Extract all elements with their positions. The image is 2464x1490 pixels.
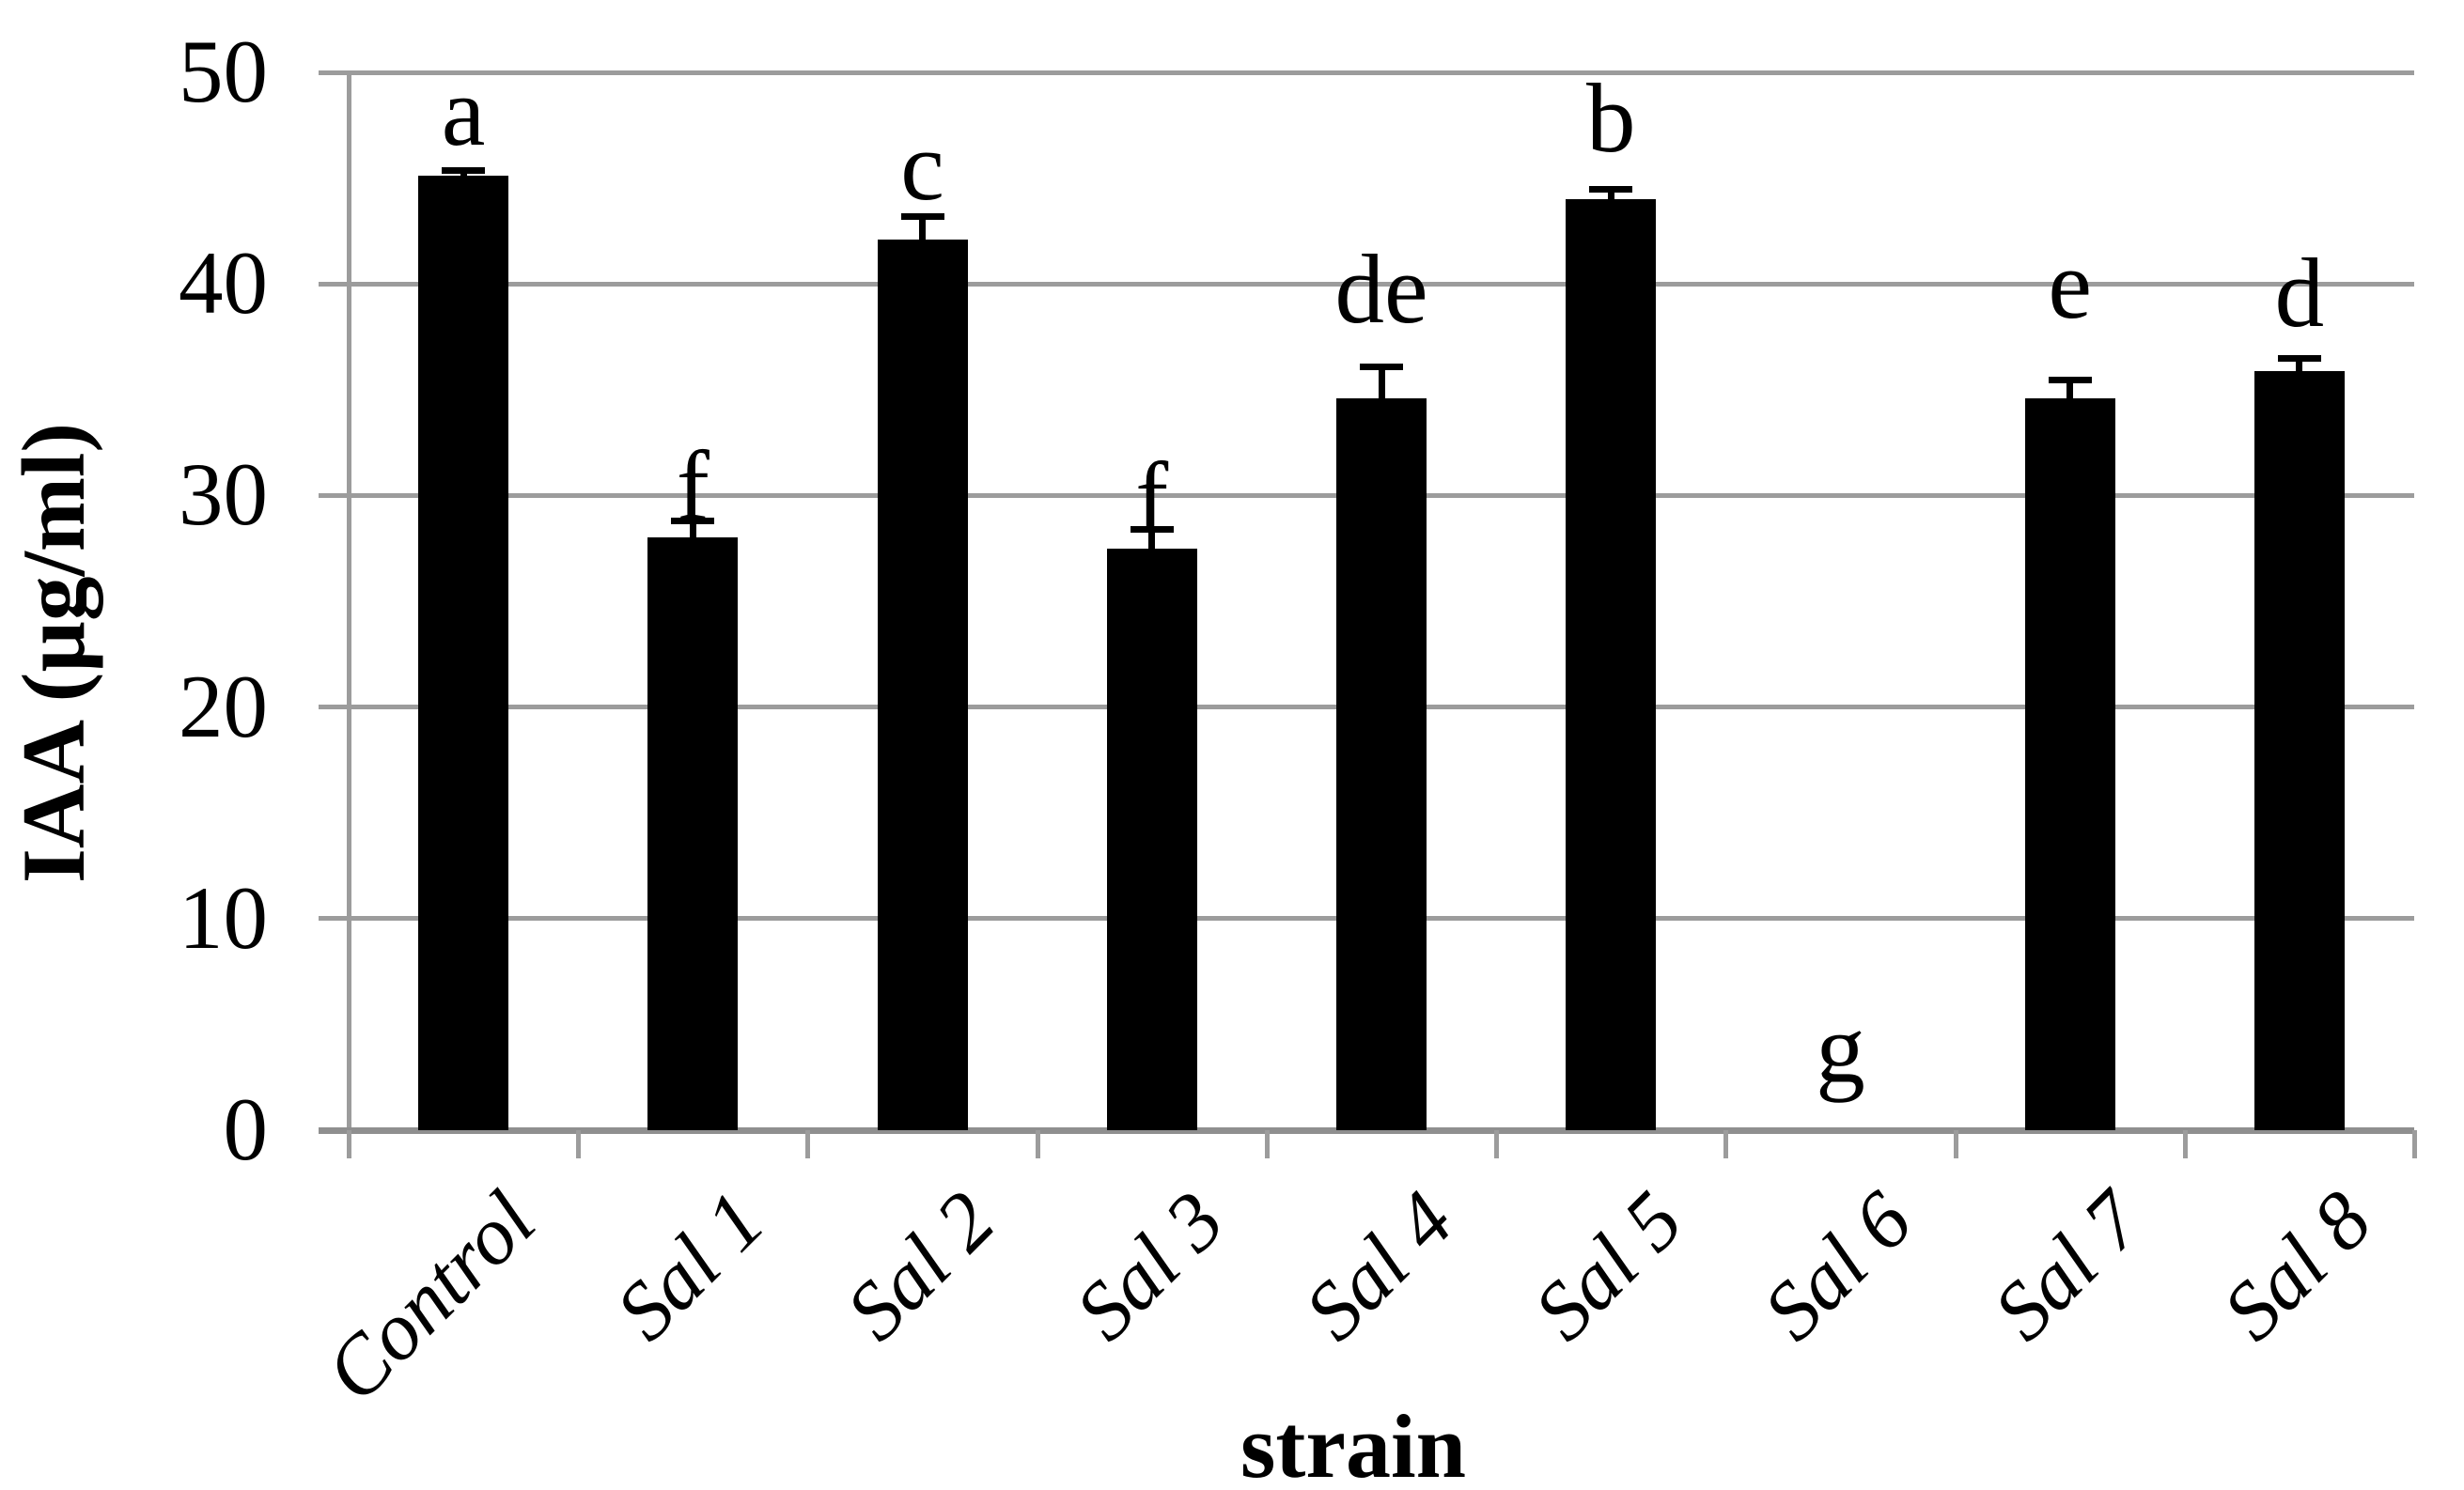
x-tick-9: [2412, 1130, 2417, 1158]
y-tick-label-30: 30: [179, 444, 268, 545]
bar-sal-7: [2024, 397, 2115, 1130]
x-tick-8: [2182, 1130, 2188, 1158]
bar-sal-1: [647, 537, 739, 1130]
y-tick-label-40: 40: [179, 233, 268, 334]
error-bar-stem-3: [919, 216, 927, 251]
y-tick-30: [319, 492, 349, 498]
x-axis-line: [319, 1127, 2414, 1134]
error-bar-stem-8: [2066, 379, 2074, 410]
bar-sal-3: [1106, 548, 1197, 1130]
x-tick-0: [347, 1130, 351, 1158]
x-tick-4: [1264, 1130, 1270, 1158]
significance-letter-f: f: [676, 430, 710, 541]
y-tick-50: [319, 70, 349, 75]
bar-sal-4: [1336, 397, 1427, 1130]
x-tick-7: [1953, 1130, 1958, 1158]
error-bar-stem-4: [1148, 529, 1156, 560]
error-bar-cap-4: [1130, 526, 1174, 534]
x-tick-5: [1494, 1130, 1500, 1158]
significance-letter-d: d: [2274, 238, 2325, 349]
bar-sal-5: [1566, 199, 1657, 1130]
significance-letter-b: b: [1585, 62, 1636, 173]
x-tick-6: [1723, 1130, 1729, 1158]
significance-letter-f: f: [1135, 441, 1169, 551]
y-tick-10: [319, 916, 349, 922]
error-bar-cap-3: [900, 213, 944, 221]
error-bar-cap-8: [2048, 376, 2092, 383]
error-bar-cap-6: [1589, 185, 1633, 193]
gridline-y-50: [349, 70, 2414, 75]
y-tick-20: [319, 705, 349, 710]
bar-sal-8: [2253, 370, 2345, 1130]
y-tick-label-10: 10: [179, 867, 268, 968]
x-axis-title: strain: [1240, 1396, 1466, 1490]
error-bar-cap-9: [2277, 355, 2321, 363]
significance-letter-c: c: [900, 111, 944, 222]
error-bar-stem-2: [689, 520, 696, 550]
y-tick-label-0: 0: [223, 1079, 269, 1179]
error-bar-cap-5: [1360, 364, 1403, 371]
bar-sal-2: [877, 239, 968, 1130]
error-bar-stem-1: [460, 169, 467, 188]
y-tick-label-20: 20: [179, 656, 268, 756]
error-bar-stem-6: [1607, 188, 1614, 211]
error-bar-stem-9: [2296, 358, 2303, 382]
error-bar-cap-2: [671, 518, 715, 525]
y-tick-label-50: 50: [179, 22, 268, 121]
significance-letter-a: a: [441, 55, 486, 166]
x-tick-2: [805, 1130, 811, 1158]
x-tick-1: [576, 1130, 582, 1158]
significance-letter-g: g: [1816, 993, 1865, 1104]
gridline-y-40: [349, 281, 2414, 287]
significance-letter-de: de: [1334, 233, 1428, 344]
bar-control: [418, 176, 509, 1130]
error-bar-cap-1: [442, 166, 486, 174]
error-bar-stem-5: [1378, 366, 1385, 410]
x-tick-3: [1035, 1130, 1040, 1158]
significance-letter-e: e: [2048, 229, 2092, 340]
y-axis-line: [347, 72, 351, 1158]
y-tick-40: [319, 281, 349, 287]
